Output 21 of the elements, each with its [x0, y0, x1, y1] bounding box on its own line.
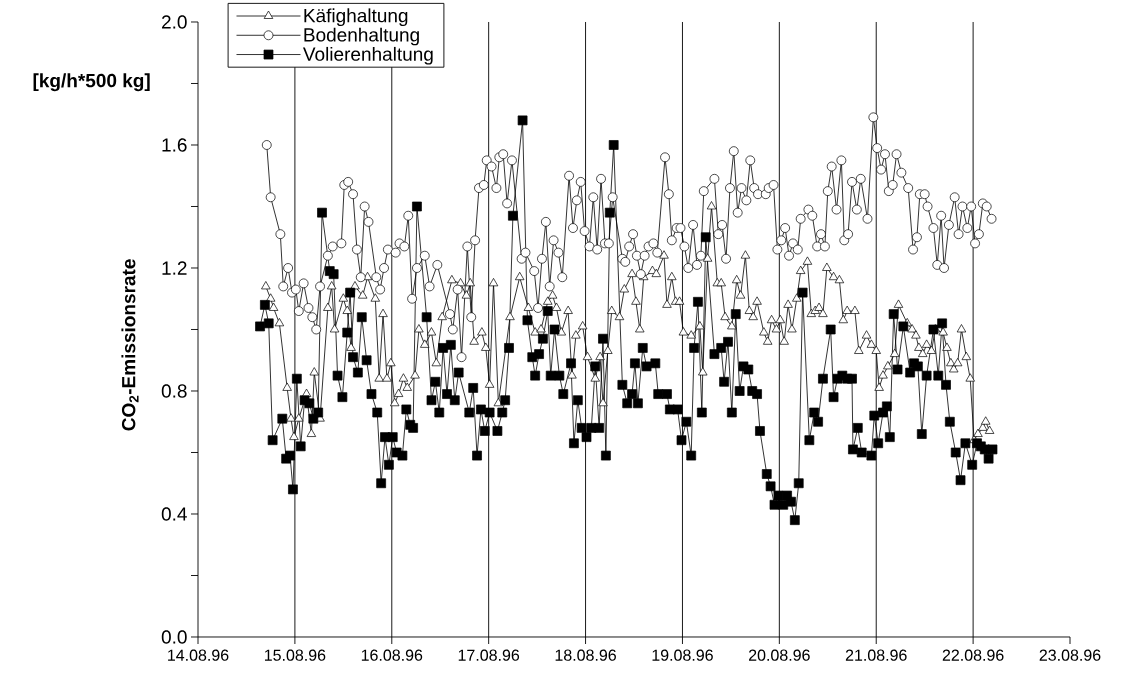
x-tick-label: 20.08.96 — [749, 649, 810, 661]
x-tick-label: 17.08.96 — [458, 649, 520, 661]
x-tick-label: 19.08.96 — [652, 649, 713, 661]
y-tick-label: 1.2 — [162, 261, 187, 275]
y-tick-label: 2.0 — [162, 15, 187, 29]
legend-label: Käfighaltung — [304, 8, 408, 27]
x-tick-label: 15.08.96 — [264, 649, 326, 661]
x-tick-label: 23.08.96 — [1039, 649, 1101, 661]
text: [kg/h*500 kg] — [33, 73, 150, 92]
y-tick-label: 0.0 — [161, 630, 187, 644]
x-tick-label: 14.08.96 — [168, 649, 229, 661]
legend-label: Volierenhaltung — [302, 46, 433, 65]
legend-label: Bodenhaltung — [304, 27, 419, 46]
x-tick-label: 18.08.96 — [555, 649, 616, 661]
x-tick-label: 16.08.96 — [361, 649, 423, 661]
y-tick-label: 1.6 — [162, 138, 187, 152]
y-tick-label: 0.4 — [161, 507, 187, 521]
x-tick-label: 21.08.96 — [845, 649, 907, 661]
x-tick-label: 22.08.96 — [942, 649, 1004, 661]
y-axis-title: CO$_{2}$-Emissionsrate — [121, 259, 139, 431]
y-tick-label: 0.8 — [161, 384, 187, 398]
